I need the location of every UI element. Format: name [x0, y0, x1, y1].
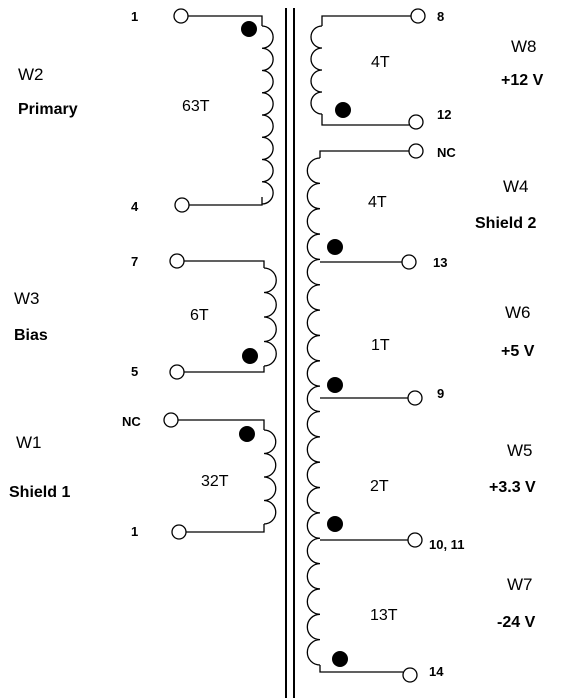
turns-w3: 6T	[190, 307, 209, 324]
wire-w8-bottom	[321, 114, 409, 126]
pin-label-4: 4	[131, 199, 139, 214]
polarity-dot-w3	[242, 348, 258, 364]
terminal-10-11	[407, 532, 423, 548]
pin-label-12: 12	[437, 107, 451, 122]
pin-label-nc-w1: NC	[122, 414, 141, 429]
pin-label-10-11: 10, 11	[429, 537, 464, 552]
polarity-dot-w7	[332, 651, 348, 667]
winding-name-w2: W2	[18, 65, 44, 84]
winding-desc-w6: +5 V	[501, 343, 535, 360]
winding-desc-w5: +3.3 V	[489, 479, 536, 496]
terminal-4	[174, 197, 190, 213]
pin-label-5: 5	[131, 364, 138, 379]
polarity-dot-w2	[241, 21, 257, 37]
turns-w6: 1T	[371, 337, 390, 354]
turns-w2: 63T	[182, 98, 210, 115]
pin-label-14: 14	[429, 664, 444, 679]
wire-w1-bottom	[186, 524, 265, 533]
winding-name-w5: W5	[507, 441, 533, 460]
polarity-dot-w8	[335, 102, 351, 118]
coil-w2	[261, 25, 274, 205]
winding-desc-w8: +12 V	[501, 72, 544, 89]
turns-w8: 4T	[371, 54, 390, 71]
wire-w2-top	[188, 15, 263, 26]
terminal-7	[169, 253, 185, 269]
wire-w3-top	[184, 260, 265, 268]
winding-desc-w1: Shield 1	[9, 484, 70, 501]
coil-w8	[310, 25, 323, 115]
winding-desc-w2: Primary	[18, 101, 78, 118]
wire-w7-bottom	[319, 665, 403, 673]
terminal-1-top	[173, 8, 189, 24]
winding-w8: 8 12 4T W8 +12 V	[310, 8, 544, 130]
winding-name-w3: W3	[14, 289, 40, 308]
winding-name-w7: W7	[507, 575, 533, 594]
coil-w3	[263, 267, 277, 367]
pin-label-8: 8	[437, 9, 444, 24]
terminal-8	[410, 8, 426, 24]
pin-label-1-bottom: 1	[131, 524, 138, 539]
winding-w2: 1 4 63T W2 Primary	[18, 8, 274, 214]
coil-stack	[306, 157, 321, 666]
winding-desc-w3: Bias	[14, 327, 48, 344]
winding-name-w8: W8	[511, 37, 537, 56]
winding-desc-w7: -24 V	[497, 614, 536, 631]
winding-name-w1: W1	[16, 433, 42, 452]
terminal-12	[408, 114, 424, 130]
polarity-dot-w1	[239, 426, 255, 442]
polarity-dot-w5	[327, 516, 343, 532]
winding-stack-secondary: NC 13 9 10, 11 14 4T 1T 2T 13T W4 Shield…	[306, 143, 536, 683]
wire-w4-top	[319, 150, 409, 158]
pin-label-nc-w4: NC	[437, 145, 456, 160]
wire-w2-bottom	[189, 197, 263, 206]
turns-w5: 2T	[370, 478, 389, 495]
pin-label-9: 9	[437, 386, 444, 401]
pin-label-13: 13	[433, 255, 447, 270]
turns-w4: 4T	[368, 194, 387, 211]
turns-w1: 32T	[201, 473, 229, 490]
wire-w3-bottom	[184, 366, 265, 373]
terminal-nc-w1	[163, 412, 179, 428]
wire-w8-top	[321, 15, 411, 26]
winding-name-w4: W4	[503, 177, 529, 196]
pin-label-7: 7	[131, 254, 138, 269]
winding-name-w6: W6	[505, 303, 531, 322]
terminal-nc-w4	[408, 143, 424, 159]
winding-w1: NC 1 32T W1 Shield 1	[9, 412, 277, 540]
coil-w1	[263, 429, 277, 525]
winding-w3: 7 5 6T W3 Bias	[14, 253, 277, 380]
polarity-dot-w6	[327, 377, 343, 393]
terminal-13	[401, 254, 417, 270]
terminal-1-bottom	[171, 524, 187, 540]
polarity-dot-w4	[327, 239, 343, 255]
terminal-5	[169, 364, 185, 380]
turns-w7: 13T	[370, 607, 398, 624]
pin-label-1-top: 1	[131, 9, 138, 24]
terminal-9	[407, 390, 423, 406]
wire-w1-top	[178, 419, 265, 430]
terminal-14	[402, 667, 418, 683]
winding-desc-w4: Shield 2	[475, 215, 536, 232]
